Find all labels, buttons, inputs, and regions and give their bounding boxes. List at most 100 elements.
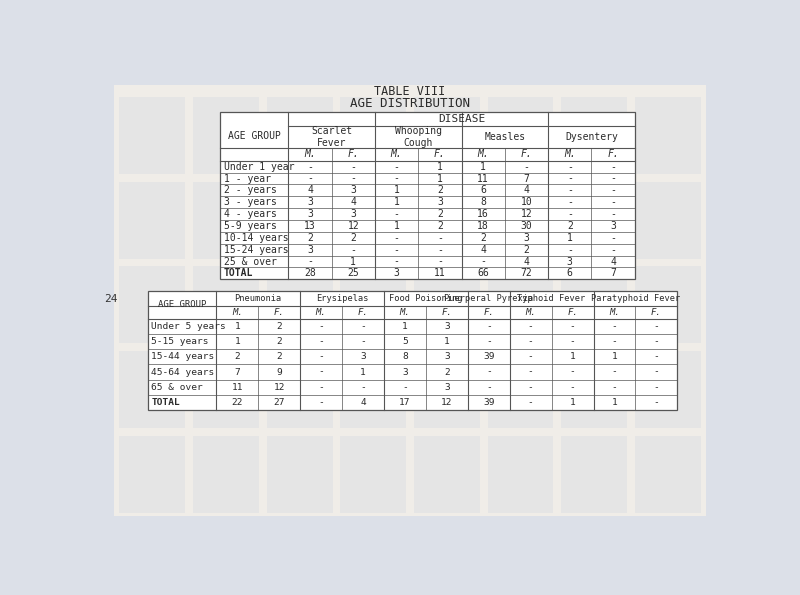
Text: 7: 7 xyxy=(610,268,616,278)
Bar xyxy=(266,97,333,174)
Text: -: - xyxy=(654,398,659,407)
Text: 10-14 years: 10-14 years xyxy=(224,233,289,243)
Text: 2: 2 xyxy=(567,221,573,231)
Text: Puerperal Pyrexia: Puerperal Pyrexia xyxy=(444,294,534,303)
Text: F.: F. xyxy=(567,308,578,317)
Text: -: - xyxy=(612,368,618,377)
Bar xyxy=(119,181,186,258)
Text: 1: 1 xyxy=(570,398,575,407)
Text: DISEASE: DISEASE xyxy=(438,114,485,124)
Text: 4: 4 xyxy=(307,186,313,195)
Bar xyxy=(561,266,627,343)
Text: 16: 16 xyxy=(478,209,489,219)
Text: TOTAL: TOTAL xyxy=(224,268,254,278)
Text: 1: 1 xyxy=(437,174,443,183)
Text: F.: F. xyxy=(442,308,452,317)
Text: -: - xyxy=(570,368,575,377)
Text: -: - xyxy=(486,383,492,392)
Text: 6: 6 xyxy=(480,186,486,195)
Text: 4: 4 xyxy=(610,256,616,267)
Bar xyxy=(119,266,186,343)
Text: Typhoid Fever: Typhoid Fever xyxy=(518,294,586,303)
Text: -: - xyxy=(318,398,324,407)
Text: 2: 2 xyxy=(437,209,443,219)
Text: -: - xyxy=(610,174,616,183)
Text: 27: 27 xyxy=(274,398,285,407)
Bar xyxy=(414,351,480,428)
Text: 45-64 years: 45-64 years xyxy=(151,368,214,377)
Text: 11: 11 xyxy=(478,174,489,183)
Text: 12: 12 xyxy=(521,209,532,219)
Text: 3 - years: 3 - years xyxy=(224,197,277,207)
Text: -: - xyxy=(567,245,573,255)
Text: -: - xyxy=(610,162,616,171)
Text: 2: 2 xyxy=(444,368,450,377)
Text: -: - xyxy=(394,174,399,183)
Text: 8: 8 xyxy=(402,352,408,361)
Text: -: - xyxy=(654,368,659,377)
Text: -: - xyxy=(350,174,356,183)
Text: -: - xyxy=(394,233,399,243)
Bar xyxy=(414,266,480,343)
Bar xyxy=(634,266,701,343)
Text: -: - xyxy=(610,186,616,195)
Text: -: - xyxy=(570,322,575,331)
Bar xyxy=(340,351,406,428)
Text: 4 - years: 4 - years xyxy=(224,209,277,219)
Text: -: - xyxy=(318,337,324,346)
Text: 66: 66 xyxy=(478,268,489,278)
Bar xyxy=(266,266,333,343)
Bar xyxy=(220,112,634,279)
Bar xyxy=(340,436,406,513)
Text: Paratyphoid Fever: Paratyphoid Fever xyxy=(591,294,680,303)
Text: -: - xyxy=(528,322,534,331)
Text: Scarlet
Fever: Scarlet Fever xyxy=(311,126,352,148)
Text: F.: F. xyxy=(274,308,285,317)
Bar xyxy=(634,181,701,258)
Text: -: - xyxy=(307,174,313,183)
Text: M.: M. xyxy=(232,308,242,317)
Bar xyxy=(193,97,259,174)
Text: 3: 3 xyxy=(350,186,356,195)
Text: -: - xyxy=(486,368,492,377)
Bar xyxy=(634,436,701,513)
Text: 3: 3 xyxy=(567,256,573,267)
Bar xyxy=(487,351,554,428)
Text: -: - xyxy=(610,197,616,207)
Text: 18: 18 xyxy=(478,221,489,231)
Text: -: - xyxy=(654,352,659,361)
Text: 3: 3 xyxy=(350,209,356,219)
Text: 2: 2 xyxy=(437,221,443,231)
Text: -: - xyxy=(318,322,324,331)
Text: -: - xyxy=(486,322,492,331)
Bar xyxy=(119,436,186,513)
Bar xyxy=(414,436,480,513)
Text: 12: 12 xyxy=(441,398,453,407)
Bar xyxy=(119,351,186,428)
Bar xyxy=(561,181,627,258)
Text: 25: 25 xyxy=(347,268,359,278)
Text: 2: 2 xyxy=(437,186,443,195)
Text: F.: F. xyxy=(651,308,662,317)
Text: 1: 1 xyxy=(444,337,450,346)
Bar xyxy=(634,351,701,428)
Text: -: - xyxy=(318,383,324,392)
Text: TABLE VIII: TABLE VIII xyxy=(374,85,446,98)
Text: 2: 2 xyxy=(276,337,282,346)
Text: 2: 2 xyxy=(276,352,282,361)
Text: -: - xyxy=(570,383,575,392)
Text: Measles: Measles xyxy=(484,132,526,142)
Text: -: - xyxy=(486,337,492,346)
Text: F.: F. xyxy=(358,308,368,317)
Text: AGE GROUP: AGE GROUP xyxy=(228,131,281,142)
Text: F.: F. xyxy=(347,149,359,159)
Bar xyxy=(487,436,554,513)
Text: F.: F. xyxy=(434,149,446,159)
Text: AGE DISTRIBUTION: AGE DISTRIBUTION xyxy=(350,97,470,110)
Text: 3: 3 xyxy=(307,245,313,255)
Text: 4: 4 xyxy=(360,398,366,407)
Text: 1: 1 xyxy=(234,337,240,346)
Text: 7: 7 xyxy=(523,174,530,183)
Text: 24: 24 xyxy=(104,293,118,303)
Text: TOTAL: TOTAL xyxy=(151,398,180,407)
